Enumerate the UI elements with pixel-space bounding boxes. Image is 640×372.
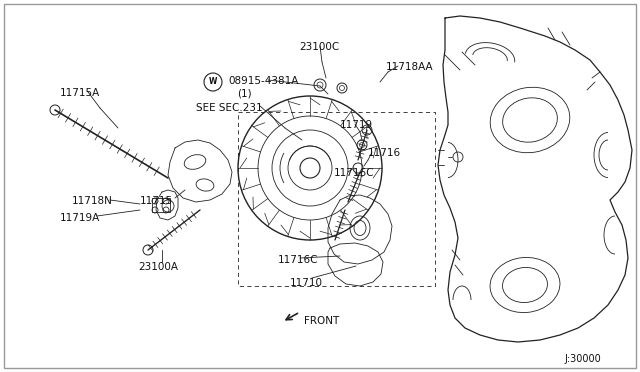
Text: FRONT: FRONT [304,316,339,326]
Text: W: W [209,77,217,87]
Text: 11710: 11710 [290,278,323,288]
Text: 11716C: 11716C [334,168,374,178]
Text: (1): (1) [237,88,252,98]
Text: 11715A: 11715A [60,88,100,98]
Text: 11715: 11715 [140,196,173,206]
Text: 11718N: 11718N [72,196,113,206]
Text: 23100C: 23100C [299,42,339,52]
Text: 11719A: 11719A [60,213,100,223]
Text: 11716: 11716 [368,148,401,158]
Bar [152,198,170,212]
Text: 11716C: 11716C [278,255,319,265]
Text: 08915-4381A: 08915-4381A [228,76,298,86]
Text: 23100A: 23100A [138,262,178,272]
Text: SEE SEC.231: SEE SEC.231 [196,103,262,113]
Text: 11719: 11719 [340,120,373,130]
Text: J:30000: J:30000 [564,354,601,364]
Text: 11718AA: 11718AA [386,62,434,72]
